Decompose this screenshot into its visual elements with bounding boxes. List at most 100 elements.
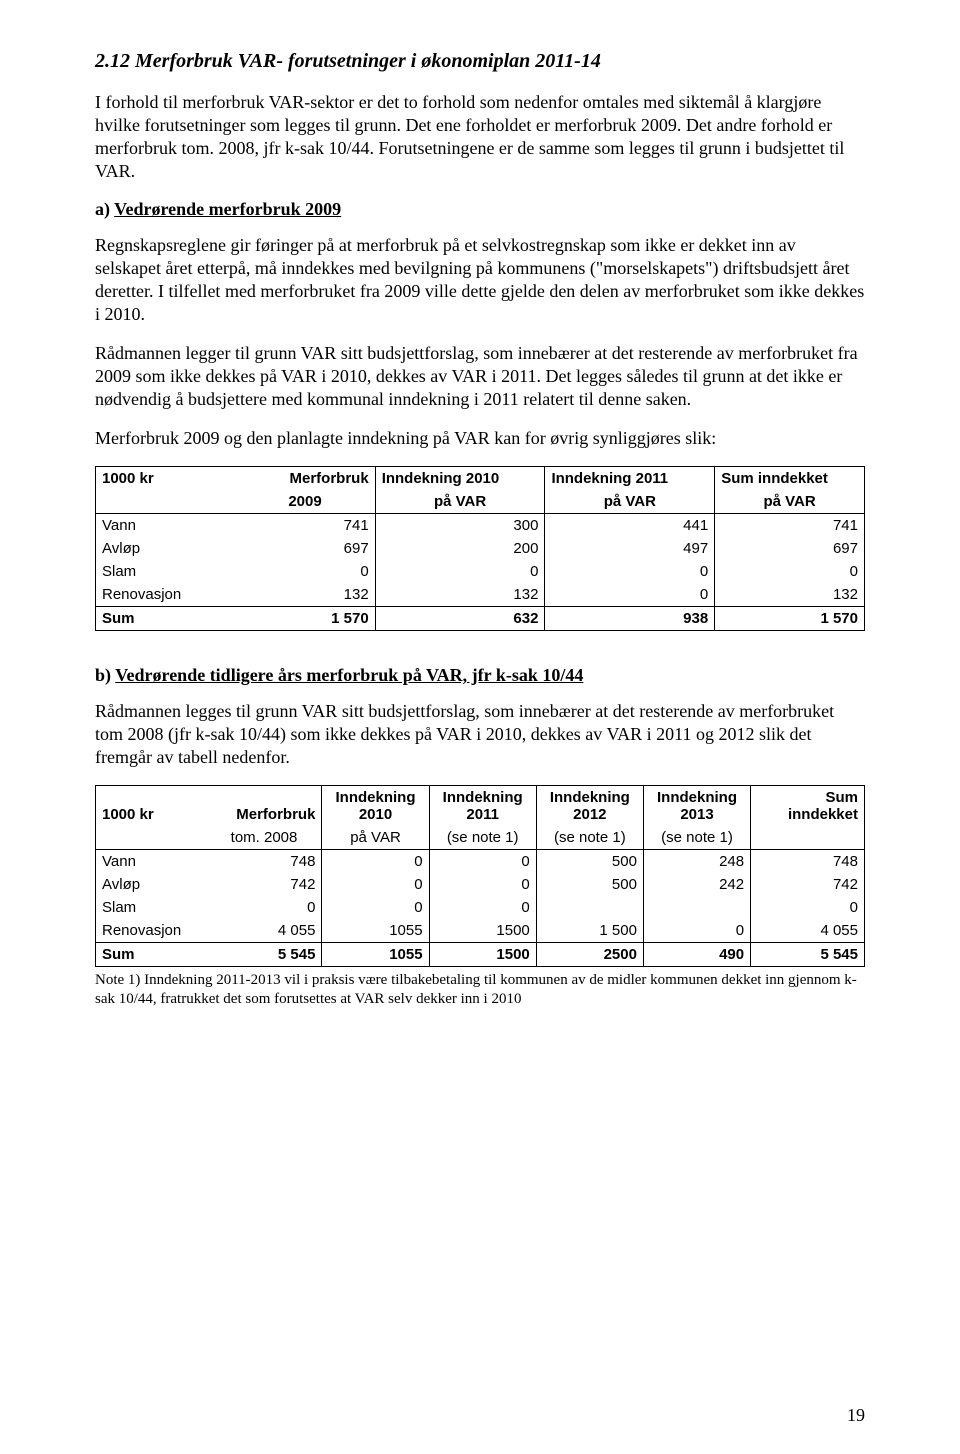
cell: 132 — [715, 583, 865, 607]
cell: Avløp — [96, 873, 207, 896]
cell: 0 — [545, 583, 715, 607]
cell — [643, 896, 750, 919]
cell: 0 — [322, 850, 429, 874]
cell: Slam — [96, 560, 236, 583]
table-sum-row: Sum 5 545 1055 1500 2500 490 5 545 — [96, 943, 865, 967]
page-number: 19 — [847, 1405, 865, 1426]
col-header: på VAR — [375, 490, 545, 514]
subheading-b: b) Vedrørende tidligere års merforbruk p… — [95, 665, 865, 686]
table-row: Renovasjon 132 132 0 132 — [96, 583, 865, 607]
paragraph-a1: Regnskapsreglene gir føringer på at merf… — [95, 234, 865, 326]
subheading-b-text: Vedrørende tidligere års merforbruk på V… — [115, 665, 583, 685]
cell: 4 055 — [207, 919, 322, 943]
col-header: Inndekning 2010 — [375, 467, 545, 491]
table-row: Avløp 742 0 0 500 242 742 — [96, 873, 865, 896]
table-merforbruk-tom2008: 1000 kr Merforbruk Inndekning 2010 Innde… — [95, 785, 865, 967]
col-header: på VAR — [715, 490, 865, 514]
table-row: Vann 748 0 0 500 248 748 — [96, 850, 865, 874]
cell: 0 — [429, 850, 536, 874]
cell: 2500 — [536, 943, 643, 967]
col-header: 1000 kr — [96, 467, 236, 491]
cell: 441 — [545, 514, 715, 538]
col-header: Sum inndekket — [715, 467, 865, 491]
cell: 242 — [643, 873, 750, 896]
col-header: Inndekning 2011 — [545, 467, 715, 491]
cell: 748 — [751, 850, 865, 874]
cell: 132 — [235, 583, 375, 607]
cell: 938 — [545, 607, 715, 631]
cell: 1 500 — [536, 919, 643, 943]
table-row: 1000 kr Merforbruk Inndekning 2010 Innde… — [96, 467, 865, 491]
cell: 0 — [375, 560, 545, 583]
col-header: på VAR — [545, 490, 715, 514]
cell: 0 — [429, 873, 536, 896]
cell: 0 — [545, 560, 715, 583]
subheading-b-prefix: b) — [95, 665, 115, 685]
cell: 200 — [375, 537, 545, 560]
table-merforbruk-2009: 1000 kr Merforbruk Inndekning 2010 Innde… — [95, 466, 865, 631]
cell: 0 — [235, 560, 375, 583]
table-row: Slam 0 0 0 0 — [96, 896, 865, 919]
col-header — [751, 826, 865, 850]
cell: 4 055 — [751, 919, 865, 943]
col-header: Merforbruk — [235, 467, 375, 491]
cell: 0 — [751, 896, 865, 919]
cell: 0 — [429, 896, 536, 919]
cell: Renovasjon — [96, 583, 236, 607]
col-header: (se note 1) — [429, 826, 536, 850]
col-header: 1000 kr — [96, 786, 207, 827]
cell: 742 — [207, 873, 322, 896]
cell: 697 — [235, 537, 375, 560]
cell: Vann — [96, 850, 207, 874]
cell: 500 — [536, 850, 643, 874]
cell — [536, 896, 643, 919]
table-row: Vann 741 300 441 741 — [96, 514, 865, 538]
cell: 0 — [322, 896, 429, 919]
table2-note: Note 1) Inndekning 2011-2013 vil i praks… — [95, 971, 865, 1009]
col-header: Inndekning 2011 — [429, 786, 536, 827]
col-header: Sum inndekket — [751, 786, 865, 827]
col-header: Merforbruk — [207, 786, 322, 827]
col-header: (se note 1) — [643, 826, 750, 850]
col-header: tom. 2008 — [207, 826, 322, 850]
table-sum-row: Sum 1 570 632 938 1 570 — [96, 607, 865, 631]
paragraph-a3: Merforbruk 2009 og den planlagte inndekn… — [95, 427, 865, 450]
subheading-a-text: Vedrørende merforbruk 2009 — [114, 199, 341, 219]
cell: 1500 — [429, 943, 536, 967]
cell: 300 — [375, 514, 545, 538]
cell: 132 — [375, 583, 545, 607]
col-header: Inndekning 2012 — [536, 786, 643, 827]
col-header: (se note 1) — [536, 826, 643, 850]
cell: 248 — [643, 850, 750, 874]
cell: 0 — [207, 896, 322, 919]
cell: 1 570 — [235, 607, 375, 631]
col-header: 2009 — [235, 490, 375, 514]
paragraph-a2: Rådmannen legger til grunn VAR sitt buds… — [95, 342, 865, 411]
cell: 500 — [536, 873, 643, 896]
cell: Sum — [96, 607, 236, 631]
subheading-a: a) Vedrørende merforbruk 2009 — [95, 199, 865, 220]
cell: 0 — [715, 560, 865, 583]
col-header: på VAR — [322, 826, 429, 850]
cell: 741 — [235, 514, 375, 538]
cell: Slam — [96, 896, 207, 919]
cell: 1055 — [322, 919, 429, 943]
col-header: Inndekning 2010 — [322, 786, 429, 827]
cell: Renovasjon — [96, 919, 207, 943]
subheading-a-prefix: a) — [95, 199, 114, 219]
table-row: 1000 kr Merforbruk Inndekning 2010 Innde… — [96, 786, 865, 827]
cell: 742 — [751, 873, 865, 896]
cell: Sum — [96, 943, 207, 967]
table-row: Slam 0 0 0 0 — [96, 560, 865, 583]
page: 2.12 Merforbruk VAR- forutsetninger i øk… — [0, 0, 960, 1454]
col-header — [96, 826, 207, 850]
cell: 748 — [207, 850, 322, 874]
col-header — [96, 490, 236, 514]
cell: 0 — [643, 919, 750, 943]
cell: 490 — [643, 943, 750, 967]
cell: 632 — [375, 607, 545, 631]
cell: 697 — [715, 537, 865, 560]
col-header: Inndekning 2013 — [643, 786, 750, 827]
paragraph-b1: Rådmannen legges til grunn VAR sitt buds… — [95, 700, 865, 769]
cell: 1 570 — [715, 607, 865, 631]
